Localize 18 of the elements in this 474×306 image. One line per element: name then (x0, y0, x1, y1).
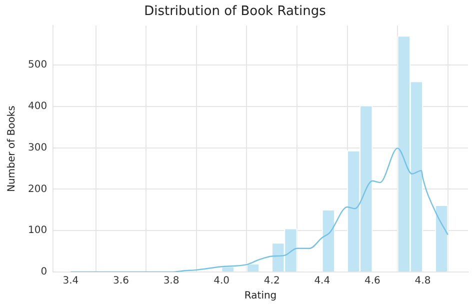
y-axis-title: Number of Books (6, 106, 18, 192)
y-tick-label: 300 (28, 142, 48, 154)
x-tick-label: 3.4 (62, 276, 79, 287)
x-tick-label: 4.6 (364, 276, 380, 287)
y-tick-label: 100 (28, 225, 48, 236)
x-tick-label: 4.4 (314, 276, 330, 287)
line-series (70, 148, 448, 272)
x-tick-label: 3.8 (163, 276, 180, 287)
x-tick-label: 4.2 (264, 276, 280, 287)
x-axis-title: Rating (244, 290, 277, 302)
x-tick-label: 4.8 (414, 276, 431, 287)
x-tick-label: 4.0 (214, 276, 230, 287)
y-tick-label: 200 (28, 184, 48, 195)
y-tick-label: 400 (28, 100, 48, 112)
x-tick-label: 3.6 (113, 276, 129, 287)
y-tick-label: 0 (40, 266, 48, 278)
y-tick-label: 500 (28, 60, 48, 71)
chart-title: Distribution of Book Ratings (144, 4, 326, 20)
